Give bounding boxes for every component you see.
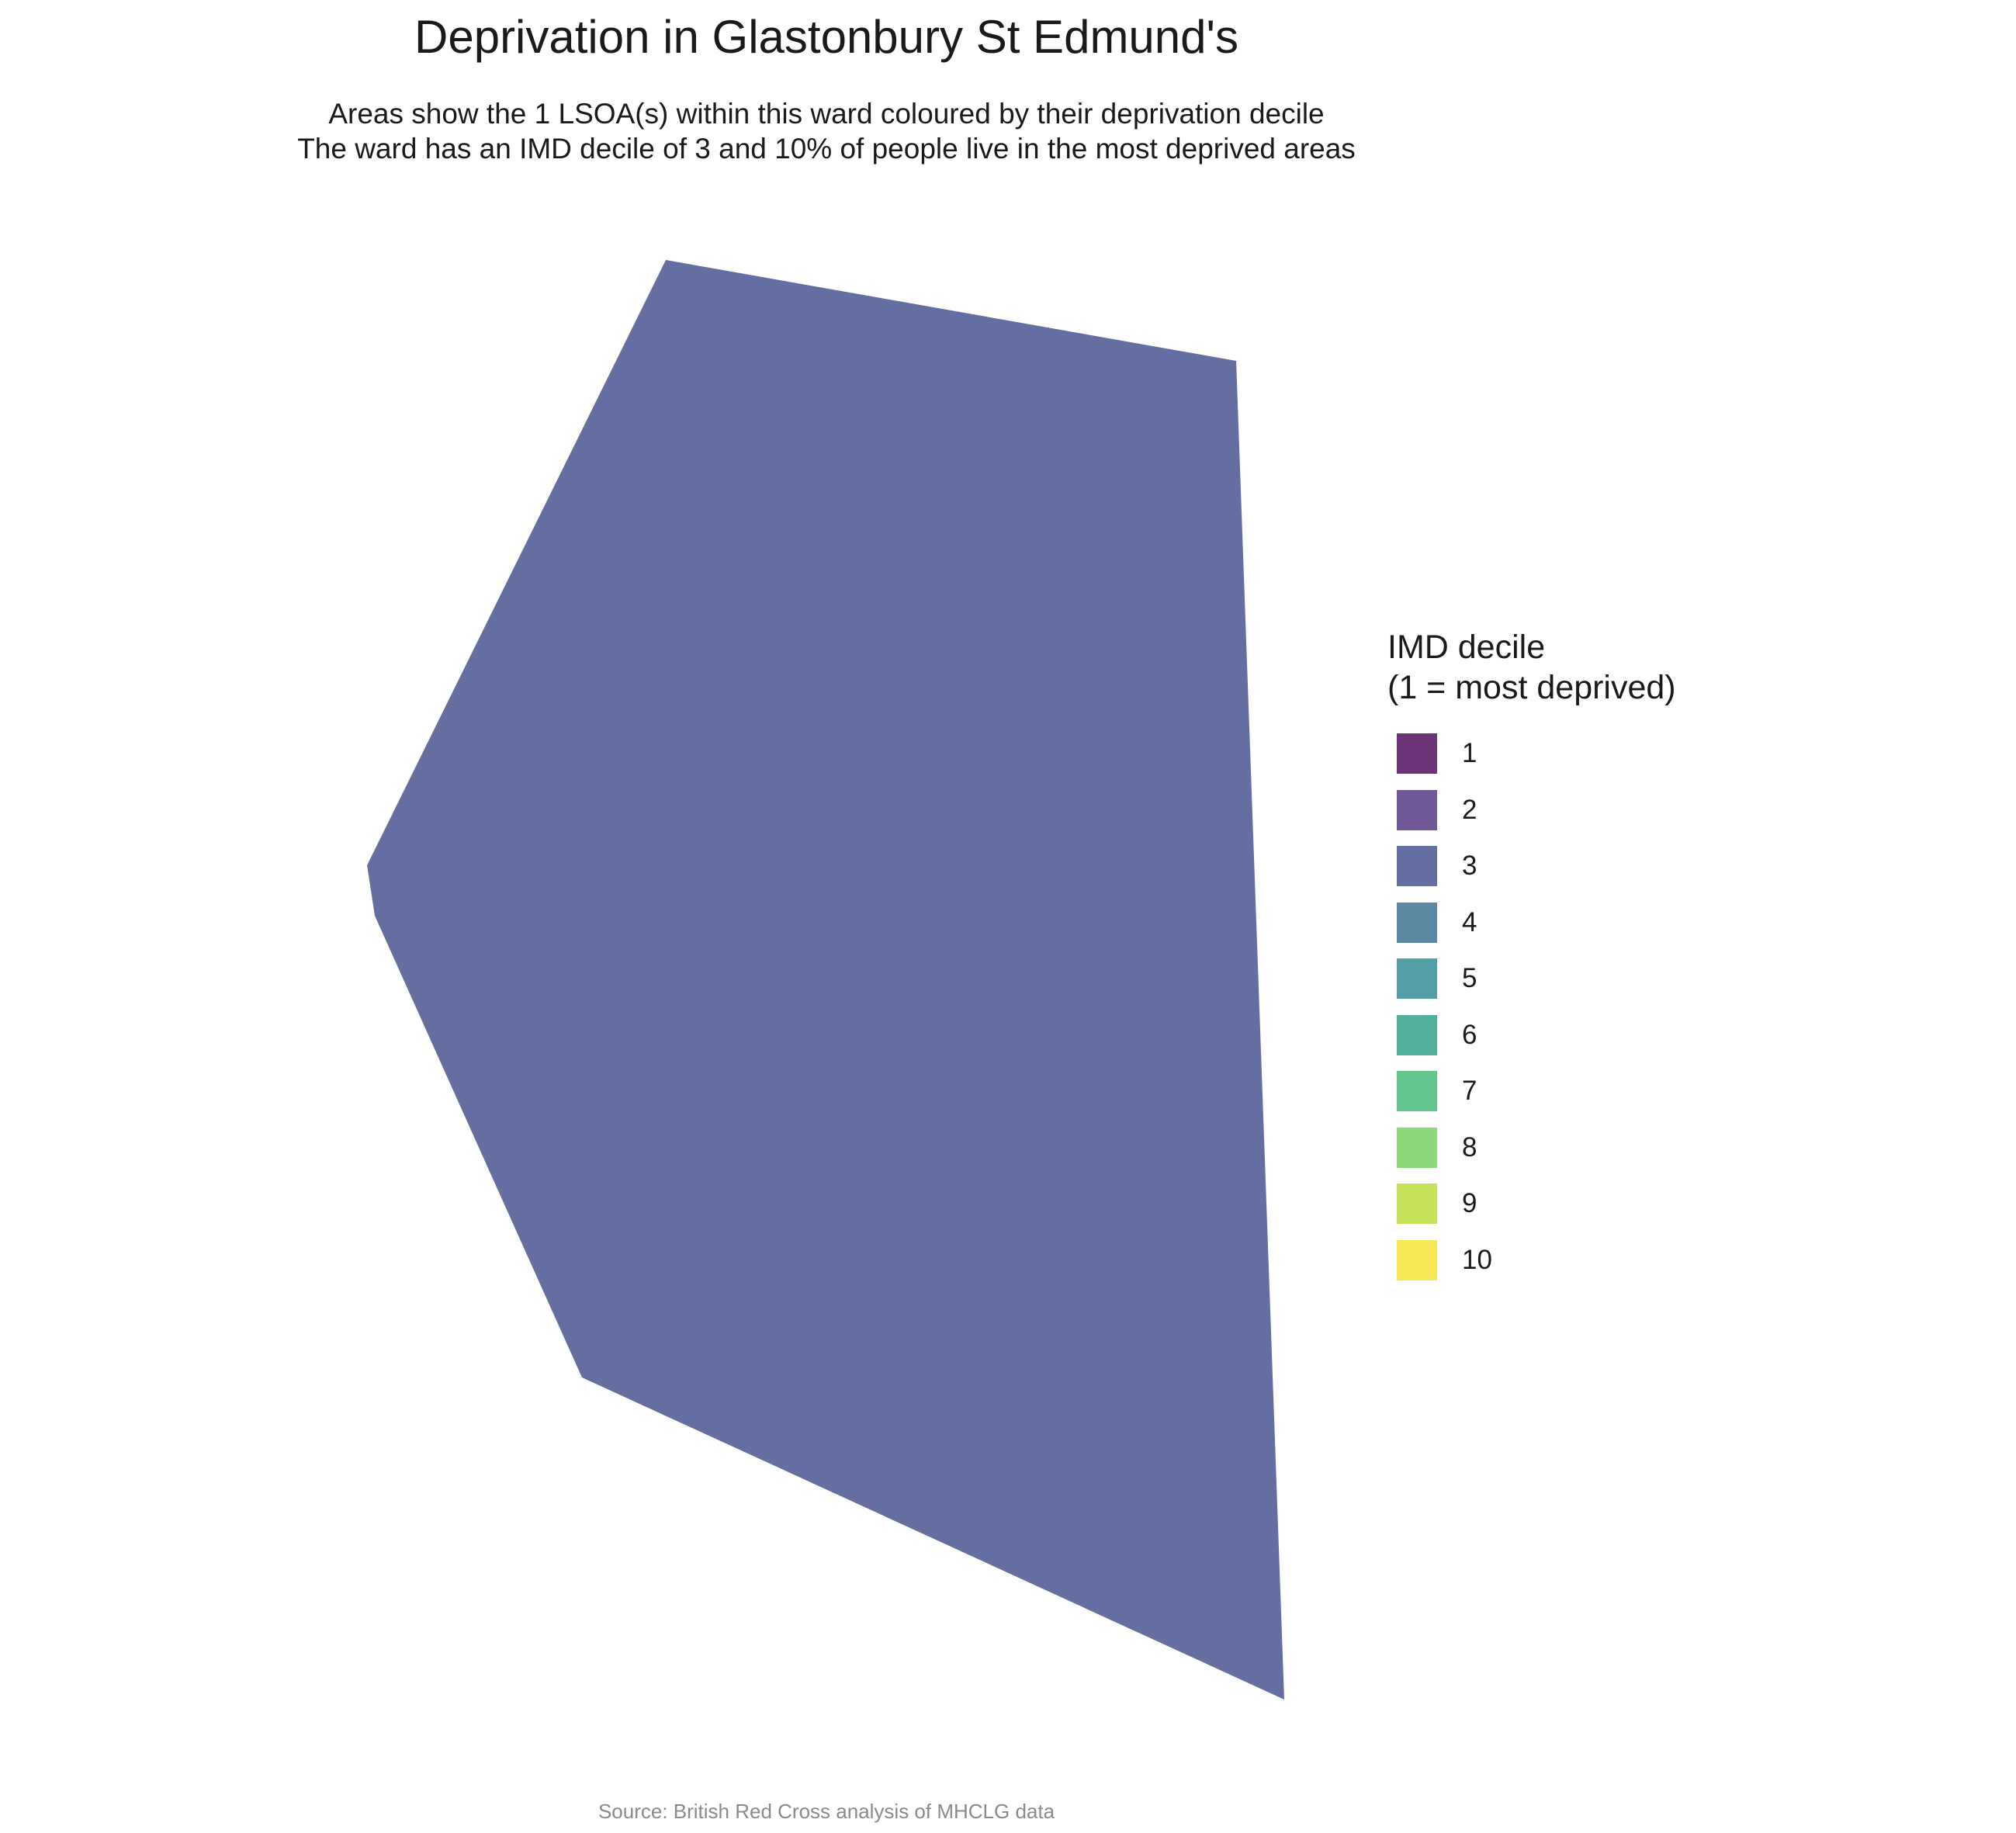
legend-label: 7 bbox=[1462, 1076, 1477, 1106]
legend-item: 7 bbox=[1387, 1071, 1775, 1128]
legend-swatch bbox=[1397, 846, 1437, 886]
legend-swatch bbox=[1397, 1239, 1437, 1280]
legend-item: 8 bbox=[1387, 1127, 1775, 1184]
legend-label: 3 bbox=[1462, 851, 1477, 881]
legend-label: 1 bbox=[1462, 738, 1477, 768]
legend-swatch bbox=[1397, 958, 1437, 999]
legend-swatch bbox=[1397, 902, 1437, 943]
legend-item: 10 bbox=[1387, 1239, 1775, 1297]
legend-item: 1 bbox=[1387, 733, 1775, 790]
legend-item: 6 bbox=[1387, 1014, 1775, 1072]
legend-swatch bbox=[1397, 1071, 1437, 1111]
legend-item: 9 bbox=[1387, 1183, 1775, 1240]
legend-swatch bbox=[1397, 789, 1437, 830]
chart-title: Deprivation in Glastonbury St Edmund's bbox=[414, 11, 1238, 63]
legend-item: 3 bbox=[1387, 846, 1775, 903]
legend-label: 4 bbox=[1462, 906, 1477, 937]
legend-swatch bbox=[1397, 1127, 1437, 1168]
chart-subtitle-line-2: The ward has an IMD decile of 3 and 10% … bbox=[297, 133, 1356, 165]
lsoa-area bbox=[367, 260, 1284, 1700]
legend-label: 9 bbox=[1462, 1188, 1477, 1218]
legend-label: 5 bbox=[1462, 963, 1477, 993]
legend-item: 5 bbox=[1387, 958, 1775, 1015]
legend-title: IMD decile (1 = most deprived) bbox=[1387, 627, 1775, 708]
legend-swatch bbox=[1397, 733, 1437, 774]
legend-swatch bbox=[1397, 1014, 1437, 1055]
legend-item: 4 bbox=[1387, 902, 1775, 959]
legend-item: 2 bbox=[1387, 789, 1775, 847]
legend-label: 2 bbox=[1462, 794, 1477, 825]
source-caption: Source: British Red Cross analysis of MH… bbox=[598, 1800, 1055, 1823]
legend-label: 6 bbox=[1462, 1019, 1477, 1050]
legend-swatch bbox=[1397, 1183, 1437, 1224]
chart-subtitle-line-1: Areas show the 1 LSOA(s) within this war… bbox=[328, 98, 1325, 130]
legend-title-line-2: (1 = most deprived) bbox=[1387, 669, 1676, 706]
legend-title-line-1: IMD decile bbox=[1387, 629, 1546, 666]
legend: IMD decile (1 = most deprived) 1 2 3 4 5… bbox=[1387, 627, 1775, 1296]
legend-label: 8 bbox=[1462, 1131, 1477, 1163]
legend-label: 10 bbox=[1462, 1244, 1492, 1275]
